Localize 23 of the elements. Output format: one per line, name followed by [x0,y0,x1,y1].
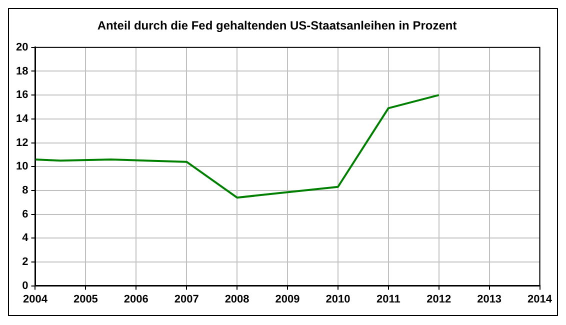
x-tick-label: 2004 [22,293,48,306]
x-tick-label: 2010 [326,293,350,306]
chart-title: Anteil durch die Fed gehaltenden US-Staatsanleihen in Prozent [97,18,457,33]
y-tick-label: 20 [16,41,28,54]
x-tick-label: 2005 [73,293,98,306]
y-tick-label: 16 [16,89,28,102]
x-tick-label: 2006 [124,293,148,306]
y-tick-label: 18 [16,65,28,78]
x-tick-label: 2009 [275,293,300,306]
y-tick-label: 2 [22,256,28,268]
y-tick-label: 10 [16,160,28,173]
x-tick-label: 2007 [174,293,199,306]
x-tick-label: 2008 [224,293,250,306]
x-tick-label: 2014 [528,293,553,306]
x-tick-label: 2012 [426,293,452,306]
y-tick-label: 14 [16,112,30,125]
y-tick-label: 12 [16,136,28,149]
y-tick-label: 4 [22,232,30,244]
y-tick-label: 8 [22,184,28,196]
y-tick-label: 6 [22,208,28,220]
y-tick-label: 0 [22,280,28,292]
x-tick-label: 2011 [376,293,400,306]
x-tick-label: 2013 [477,293,502,306]
